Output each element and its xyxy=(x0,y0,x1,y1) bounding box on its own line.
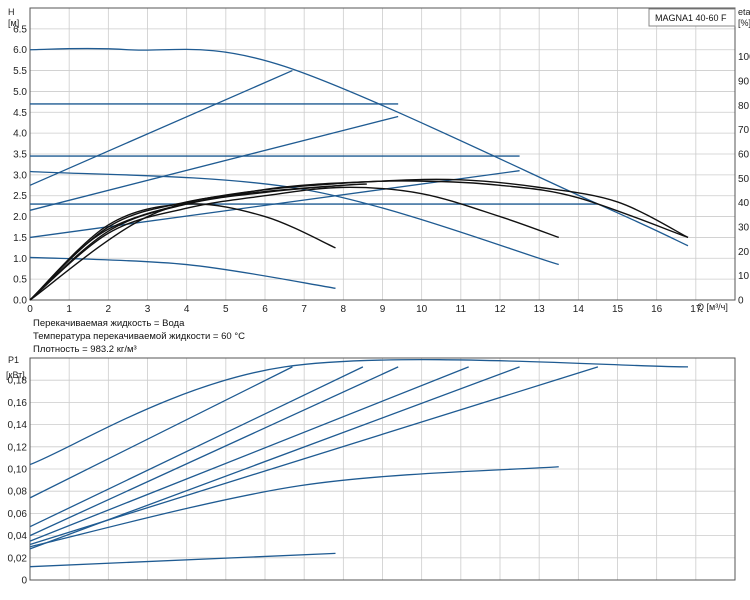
x-tick-label: 3 xyxy=(145,304,151,315)
model-badge: MAGNA1 40-60 F xyxy=(655,13,727,23)
top-curve-0 xyxy=(29,47,689,247)
x-tick-label: 1 xyxy=(66,304,72,315)
model-badge-frame xyxy=(648,8,736,27)
top-y-tick-label: 6.5 xyxy=(13,24,27,35)
x-tick-label: 9 xyxy=(380,304,386,315)
x-tick-label: 2 xyxy=(106,304,112,315)
eta-tick-label: 10 xyxy=(738,271,750,282)
info-fluid: Перекачиваемая жидкость = Вода xyxy=(33,318,185,329)
grid-layer xyxy=(29,8,736,581)
top-efficiency-curve-12 xyxy=(29,186,559,301)
top-curve-2 xyxy=(29,115,399,211)
tick-labels-layer: 0.0 0.5 1.0 1.5 2.0 2.5 3.0 3.5 4.0 4.5 5.0 5.5 6.0 6… xyxy=(8,24,750,586)
info-density: Плотность = 983.2 кг/м³ xyxy=(33,344,137,355)
bottom-curve-7 xyxy=(29,466,559,548)
bottom-y-tick-label: 0,08 xyxy=(8,487,28,498)
bottom-y-tick-label: 0,14 xyxy=(8,420,28,431)
bottom-curve-0 xyxy=(29,358,689,466)
bottom-y-tick-label: 0,12 xyxy=(8,442,28,453)
p1-axis-title: P1 xyxy=(8,355,19,365)
top-y-tick-label: 0.0 xyxy=(13,296,27,307)
h-axis-title: H xyxy=(8,7,15,17)
x-tick-label: 8 xyxy=(341,304,347,315)
x-tick-label: 6 xyxy=(262,304,268,315)
top-y-tick-label: 2.0 xyxy=(13,212,27,223)
p1-axis-unit: [кВт] xyxy=(6,370,25,380)
top-y-tick-label: 1.0 xyxy=(13,254,27,265)
top-y-tick-label: 1.5 xyxy=(13,233,27,244)
x-tick-label: 0 xyxy=(27,304,33,315)
bottom-curve-4 xyxy=(29,366,469,542)
top-curve-8 xyxy=(29,256,336,289)
eta-axis-unit: [%] xyxy=(738,18,750,28)
bottom-plot-frame xyxy=(29,357,736,581)
series-layer xyxy=(29,47,689,568)
eta-axis-title: eta xyxy=(738,7,750,17)
top-y-tick-label: 3.5 xyxy=(13,150,27,161)
top-efficiency-curve-13 xyxy=(29,180,689,301)
top-y-tick-label: 5.5 xyxy=(13,66,27,77)
top-y-tick-label: 4.5 xyxy=(13,108,27,119)
bottom-y-tick-label: 0,06 xyxy=(8,509,28,520)
info-temperature: Температура перекачиваемой жидкости = 60… xyxy=(33,331,245,342)
top-curve-1 xyxy=(29,69,293,186)
top-plot-frame xyxy=(29,7,736,301)
eta-tick-label: 100 xyxy=(738,52,750,63)
bottom-curve-8 xyxy=(29,552,336,568)
top-efficiency-curve-9 xyxy=(29,203,336,301)
eta-tick-label: 70 xyxy=(738,125,750,136)
h-axis-unit: [м] xyxy=(8,18,19,28)
bottom-y-tick-label: 0,02 xyxy=(8,553,28,564)
x-tick-label: 5 xyxy=(223,304,229,315)
top-y-tick-label: 6.0 xyxy=(13,45,27,56)
top-curve-7 xyxy=(29,170,559,266)
bottom-curve-6 xyxy=(29,366,599,546)
eta-tick-label: 40 xyxy=(738,198,750,209)
bottom-y-tick-label: 0 xyxy=(21,576,27,587)
x-tick-label: 13 xyxy=(534,304,546,315)
eta-tick-label: 20 xyxy=(738,247,750,258)
top-y-tick-label: 4.0 xyxy=(13,129,27,140)
x-tick-label: 17 xyxy=(690,304,702,315)
bottom-curve-1 xyxy=(29,366,293,499)
eta-tick-label: 30 xyxy=(738,223,750,234)
x-tick-label: 15 xyxy=(612,304,624,315)
eta-tick-label: 0 xyxy=(738,296,744,307)
bottom-y-tick-label: 0,04 xyxy=(8,531,28,542)
eta-tick-label: 80 xyxy=(738,101,750,112)
top-y-tick-label: 0.5 xyxy=(13,275,27,286)
eta-tick-label: 60 xyxy=(738,150,750,161)
bottom-curve-2 xyxy=(29,366,364,528)
top-y-tick-label: 3.0 xyxy=(13,170,27,181)
x-tick-label: 11 xyxy=(456,304,467,315)
x-tick-label: 7 xyxy=(301,304,307,315)
bottom-y-tick-label: 0,16 xyxy=(8,398,28,409)
eta-tick-label: 90 xyxy=(738,77,750,88)
bottom-y-tick-label: 0,10 xyxy=(8,465,28,476)
top-efficiency-curve-14 xyxy=(29,178,689,301)
top-y-tick-label: 2.5 xyxy=(13,191,27,202)
top-y-tick-label: 5.0 xyxy=(13,87,27,98)
x-tick-label: 4 xyxy=(184,304,190,315)
bottom-y-tick-label: 0,18 xyxy=(8,376,28,387)
x-tick-label: 10 xyxy=(416,304,428,315)
q-axis-label: Q [м³/ч] xyxy=(697,302,728,312)
bottom-curve-3 xyxy=(29,366,399,537)
eta-tick-label: 50 xyxy=(738,174,750,185)
axes-layer xyxy=(29,7,736,581)
x-tick-label: 16 xyxy=(651,304,663,315)
x-tick-label: 12 xyxy=(494,304,506,315)
x-tick-label: 14 xyxy=(573,304,585,315)
